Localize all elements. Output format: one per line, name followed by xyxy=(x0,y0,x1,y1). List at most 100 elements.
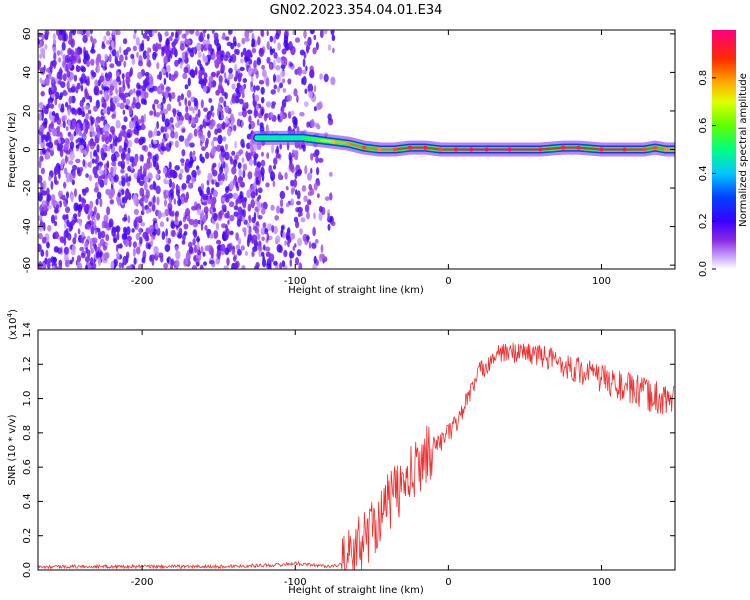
noise-speckle xyxy=(129,89,134,96)
noise-speckle xyxy=(307,36,312,47)
noise-speckle xyxy=(56,125,61,131)
noise-speckle xyxy=(230,43,235,50)
noise-speckle xyxy=(174,165,180,171)
noise-speckle xyxy=(203,261,207,266)
noise-speckle xyxy=(166,71,169,78)
noise-speckle xyxy=(220,157,224,165)
noise-speckle xyxy=(54,165,59,175)
noise-speckle xyxy=(45,67,51,73)
noise-speckle xyxy=(103,152,108,158)
noise-speckle xyxy=(216,144,222,152)
noise-speckle xyxy=(179,168,184,174)
noise-speckle xyxy=(72,164,78,171)
noise-speckle xyxy=(275,65,281,71)
colorbar-tick-label: 0.2 xyxy=(698,213,709,229)
noise-speckle xyxy=(69,178,73,183)
noise-speckle xyxy=(332,47,335,54)
noise-speckle xyxy=(38,159,42,169)
noise-speckle xyxy=(297,237,303,247)
noise-speckle xyxy=(86,60,90,68)
noise-speckle xyxy=(313,85,317,93)
noise-speckle xyxy=(61,60,65,68)
noise-speckle xyxy=(108,173,112,181)
noise-speckle xyxy=(235,181,239,188)
noise-speckle xyxy=(310,119,315,128)
noise-speckle xyxy=(195,116,199,123)
trace-point xyxy=(277,135,282,140)
noise-speckle xyxy=(170,131,176,139)
noise-speckle xyxy=(93,85,100,94)
noise-speckle xyxy=(102,108,108,114)
noise-speckle xyxy=(53,220,58,227)
noise-speckle xyxy=(146,73,150,81)
noise-speckle xyxy=(132,241,137,249)
noise-speckle xyxy=(97,175,103,185)
noise-speckle xyxy=(53,175,57,185)
noise-speckle xyxy=(203,121,207,129)
noise-speckle xyxy=(235,232,239,241)
noise-speckle xyxy=(103,252,108,262)
noise-speckle xyxy=(199,264,204,269)
noise-speckle xyxy=(58,172,61,179)
noise-speckle xyxy=(165,44,171,50)
trace-point xyxy=(469,147,474,152)
noise-speckle xyxy=(69,259,73,265)
noise-speckle xyxy=(180,93,184,101)
noise-speckle xyxy=(101,220,105,229)
noise-speckle xyxy=(144,181,148,191)
noise-speckle xyxy=(228,30,233,35)
noise-speckle xyxy=(225,51,231,59)
noise-speckle xyxy=(163,55,169,65)
noise-speckle xyxy=(49,103,55,109)
noise-speckle xyxy=(219,180,223,186)
noise-speckle xyxy=(169,211,175,217)
noise-speckle xyxy=(227,219,230,225)
noise-speckle xyxy=(163,78,167,85)
noise-speckle xyxy=(89,200,94,209)
noise-speckle xyxy=(111,161,117,167)
noise-speckle xyxy=(90,256,94,267)
noise-speckle xyxy=(185,30,190,36)
noise-speckle xyxy=(116,50,119,59)
trace-point xyxy=(622,147,627,152)
noise-speckle xyxy=(264,113,270,119)
noise-speckle xyxy=(86,143,90,153)
noise-speckle xyxy=(105,188,111,196)
noise-speckle xyxy=(272,73,277,83)
noise-speckle xyxy=(187,134,192,142)
noise-speckle xyxy=(200,183,205,191)
noise-speckle xyxy=(45,151,50,159)
noise-speckle xyxy=(76,107,83,116)
noise-speckle xyxy=(154,222,159,230)
noise-speckle xyxy=(238,149,244,155)
noise-speckle xyxy=(61,194,66,201)
noise-speckle xyxy=(170,74,176,82)
noise-speckle xyxy=(290,110,295,116)
noise-speckle xyxy=(82,34,88,44)
noise-speckle xyxy=(226,228,230,237)
noise-speckle xyxy=(53,52,57,61)
noise-speckle xyxy=(156,62,160,70)
trace-point xyxy=(331,139,336,144)
noise-speckle xyxy=(127,176,132,182)
noise-speckle xyxy=(156,103,162,109)
noise-speckle xyxy=(181,149,186,157)
noise-speckle xyxy=(211,72,216,78)
noise-speckle xyxy=(256,196,260,202)
noise-speckle xyxy=(196,235,200,244)
noise-speckle xyxy=(219,209,225,216)
noise-speckle xyxy=(189,114,192,121)
noise-speckle xyxy=(233,211,239,217)
noise-speckle xyxy=(192,150,196,156)
noise-speckle xyxy=(266,223,273,231)
noise-speckle xyxy=(90,220,94,226)
noise-speckle xyxy=(133,219,137,228)
noise-speckle xyxy=(200,43,204,53)
noise-speckle xyxy=(116,76,121,83)
noise-speckle xyxy=(189,30,195,35)
noise-speckle xyxy=(147,151,152,157)
noise-speckle xyxy=(70,193,74,203)
noise-speckle xyxy=(297,212,301,218)
noise-speckle xyxy=(273,84,278,90)
noise-speckle xyxy=(110,166,114,174)
